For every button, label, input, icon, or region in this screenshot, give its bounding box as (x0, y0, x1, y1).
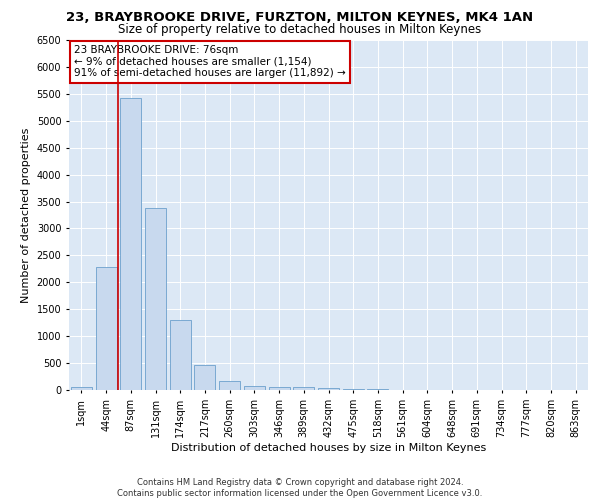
Bar (293, 388, 314, 390)
Bar (219, 382, 240, 390)
Bar (343, 389, 364, 390)
Text: Contains HM Land Registry data © Crown copyright and database right 2024.
Contai: Contains HM Land Registry data © Crown c… (118, 478, 482, 498)
Bar (170, 320, 191, 390)
Text: 23 BRAYBROOKE DRIVE: 76sqm
← 9% of detached houses are smaller (1,154)
91% of se: 23 BRAYBROOKE DRIVE: 76sqm ← 9% of detac… (74, 46, 346, 78)
Bar (71, 388, 92, 390)
Bar (145, 208, 166, 390)
Text: 23, BRAYBROOKE DRIVE, FURZTON, MILTON KEYNES, MK4 1AN: 23, BRAYBROOKE DRIVE, FURZTON, MILTON KE… (67, 11, 533, 24)
Bar (269, 387, 290, 390)
Bar (318, 388, 339, 390)
Text: Size of property relative to detached houses in Milton Keynes: Size of property relative to detached ho… (118, 22, 482, 36)
Y-axis label: Number of detached properties: Number of detached properties (21, 128, 31, 302)
Bar (95, 267, 116, 390)
Bar (194, 364, 215, 390)
Bar (120, 98, 141, 390)
Bar (244, 386, 265, 390)
X-axis label: Distribution of detached houses by size in Milton Keynes: Distribution of detached houses by size … (171, 442, 486, 452)
